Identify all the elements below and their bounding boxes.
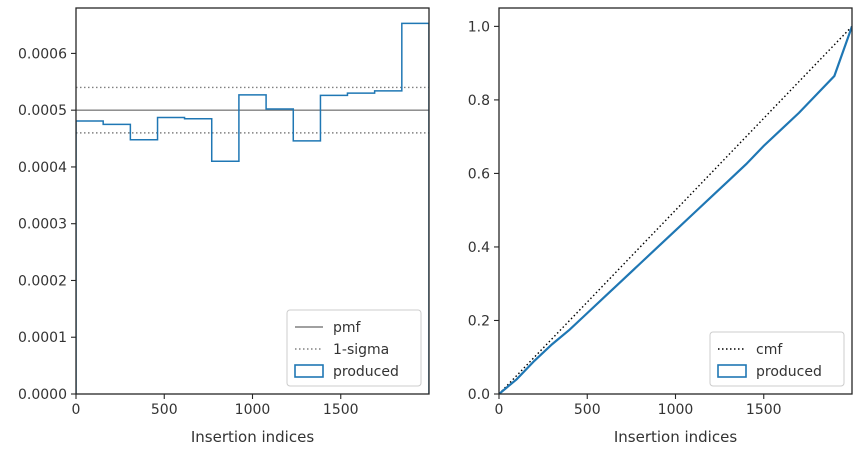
left-chart-panel: 0 500 1000 1500 0.0000 0.0001 0.0002 0.0003 0.00… [18,7,430,446]
y-tick-label: 0.0004 [18,160,67,176]
legend-label: produced [756,364,822,380]
x-tick-label: 1000 [235,402,271,418]
y-tick-label: 0.4 [468,240,490,256]
legend-swatch [294,364,324,378]
x-tick-label: 500 [151,402,178,418]
x-tick-label: 0 [495,402,504,418]
y-tick-label: 0.0002 [18,273,67,289]
legend-label: produced [333,364,399,380]
legend-box [709,331,845,387]
produced-series [499,26,852,394]
legend-box [286,309,422,387]
legend: cmf produced [709,331,845,387]
y-tick-label: 0.0006 [18,46,67,62]
y-tick-label: 0.0001 [18,330,67,346]
x-tick-label: 1500 [746,402,782,418]
right-chart-panel: 0 500 1000 1500 0.0 0.2 0.4 0.6 0.8 1.0 Insertion … [468,7,853,446]
legend-label: pmf [333,320,362,336]
legend-label: 1-sigma [333,342,389,358]
x-axis-label: Insertion indices [614,428,737,446]
x-tick-label: 0 [72,402,81,418]
cmf-series [499,25,852,394]
legend-label: cmf [756,342,783,358]
y-tick-label: 0.0003 [18,217,67,233]
y-tick-label: 0.8 [468,93,490,109]
x-axis-label: Insertion indices [191,428,314,446]
legend: pmf 1-sigma produced [286,309,422,387]
produced-histogram [76,22,429,394]
plot-area [499,25,852,394]
y-tick-label: 0.0 [468,387,490,403]
y-tick-label: 0.2 [468,313,490,329]
x-tick-label: 1000 [658,402,694,418]
y-tick-label: 1.0 [468,19,490,35]
x-tick-label: 1500 [323,402,359,418]
y-tick-label: 0.0005 [18,103,67,119]
y-tick-label: 0.6 [468,166,490,182]
y-tick-label: 0.0000 [18,387,67,403]
x-tick-label: 500 [574,402,601,418]
plot-area [76,22,429,394]
legend-swatch [717,364,747,378]
